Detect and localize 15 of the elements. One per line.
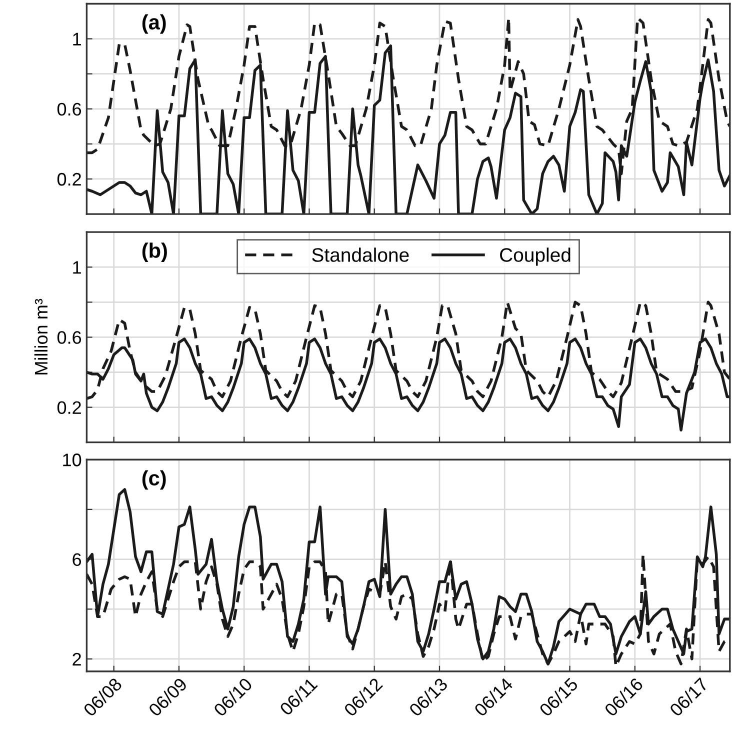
y-axis-title: Million m³: [34, 298, 48, 374]
y-tick-label: 0.2: [57, 401, 81, 414]
legend-label: Standalone: [312, 248, 409, 262]
y-tick-label: 10: [63, 454, 82, 466]
annotation: (c): [142, 470, 166, 490]
annotation: (b): [142, 242, 167, 262]
y-tick-label: 6: [72, 553, 82, 566]
y-tick-label: 1: [73, 261, 81, 274]
y-tick-label: 1: [73, 32, 81, 46]
y-tick-label: 0.6: [57, 331, 82, 344]
y-tick-label: 0.2: [57, 172, 81, 186]
annotation: (a): [142, 14, 166, 34]
legend-label: Coupled: [500, 248, 570, 266]
y-tick-label: 0.6: [57, 102, 82, 116]
y-tick-label: 2: [72, 652, 81, 666]
